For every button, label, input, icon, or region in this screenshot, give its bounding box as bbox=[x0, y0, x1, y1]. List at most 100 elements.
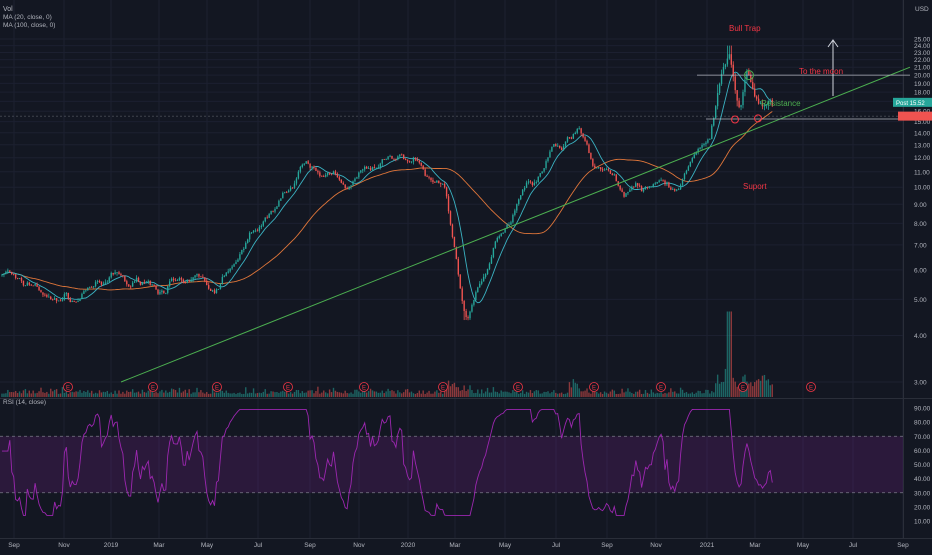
earnings-circle bbox=[283, 382, 293, 392]
candle-body bbox=[734, 76, 736, 91]
candle-body bbox=[256, 230, 259, 232]
volume-bar bbox=[235, 393, 237, 397]
candle-body bbox=[523, 187, 526, 190]
candle-body bbox=[233, 264, 235, 267]
ma20-legend[interactable]: MA (20, close, 0) bbox=[3, 14, 52, 21]
candle-body bbox=[633, 186, 635, 188]
candle-body bbox=[367, 168, 370, 169]
time-tick-label: Sep bbox=[8, 542, 20, 549]
volume-bar bbox=[693, 393, 695, 397]
volume-bar bbox=[588, 392, 590, 397]
volume-legend[interactable]: Vol bbox=[3, 6, 13, 13]
support-annotation[interactable]: Suport bbox=[743, 182, 767, 191]
volume-bar bbox=[217, 392, 220, 397]
candle-body bbox=[697, 148, 699, 153]
candle-body bbox=[122, 275, 124, 277]
earnings-marker: E bbox=[212, 382, 222, 392]
candle-body bbox=[461, 288, 463, 301]
volume-bar bbox=[609, 391, 612, 397]
candle-body bbox=[260, 225, 263, 228]
candle-body bbox=[738, 100, 740, 108]
volume-bar bbox=[282, 390, 284, 397]
volume-bar bbox=[120, 393, 122, 397]
candle-body bbox=[586, 140, 588, 145]
candle-body bbox=[137, 277, 140, 282]
earnings-circle bbox=[806, 382, 816, 392]
price-tick-label: 12.00 bbox=[914, 155, 931, 162]
to-the-moon-annotation[interactable]: To the moon bbox=[799, 67, 843, 76]
candle-body bbox=[426, 175, 428, 177]
earnings-circle bbox=[738, 382, 748, 392]
volume-bar bbox=[590, 393, 592, 397]
volume-bar bbox=[670, 388, 672, 397]
volume-bar bbox=[436, 390, 438, 397]
earnings-marker: E bbox=[283, 382, 293, 392]
candle-body bbox=[742, 92, 744, 106]
candle-body bbox=[408, 161, 411, 163]
resistance-annotation[interactable]: Resistance bbox=[761, 99, 801, 108]
volume-bar bbox=[124, 393, 126, 397]
volume-bar bbox=[490, 392, 493, 397]
ma100-legend[interactable]: MA (100, close, 0) bbox=[3, 22, 55, 29]
volume-bar bbox=[520, 392, 522, 397]
candle-body bbox=[677, 189, 680, 191]
volume-bar bbox=[237, 392, 239, 397]
candle-body bbox=[126, 281, 128, 285]
volume-bar bbox=[668, 392, 670, 397]
candle-body bbox=[276, 206, 278, 209]
candle-body bbox=[167, 286, 169, 293]
candle-body bbox=[422, 165, 424, 170]
volume-bar bbox=[420, 393, 422, 397]
volume-bar bbox=[91, 390, 93, 397]
drawings[interactable] bbox=[120, 39, 911, 383]
candle-body bbox=[681, 178, 684, 185]
bull-trap-annotation[interactable]: Bull Trap bbox=[729, 24, 761, 33]
rsi-tick-label: 70.00 bbox=[914, 434, 931, 441]
candle-body bbox=[143, 282, 146, 283]
candle-body bbox=[330, 173, 333, 175]
candle-body bbox=[650, 186, 653, 188]
volume-bar bbox=[350, 392, 352, 397]
volume-bar bbox=[740, 386, 742, 397]
volume-bar bbox=[755, 380, 758, 397]
volume-bar bbox=[227, 392, 229, 397]
volume-bar bbox=[605, 392, 608, 397]
volume-bar bbox=[55, 389, 58, 397]
candle-body bbox=[55, 298, 58, 301]
candle-body bbox=[469, 311, 471, 319]
volume-bar bbox=[754, 382, 756, 397]
candle-body bbox=[389, 155, 391, 157]
volume-bar bbox=[660, 392, 662, 397]
rsi-pane bbox=[0, 408, 903, 516]
price-tick-label: 6.00 bbox=[914, 267, 927, 274]
price-tick-label: 9.00 bbox=[914, 202, 927, 209]
candle-body bbox=[520, 195, 522, 200]
candle-body bbox=[755, 96, 758, 99]
candle-body bbox=[736, 90, 738, 101]
volume-bar bbox=[711, 391, 713, 397]
price-tick-label: 10.00 bbox=[914, 185, 931, 192]
candle-body bbox=[560, 147, 563, 151]
volume-bar bbox=[560, 392, 563, 397]
volume-bar bbox=[379, 392, 381, 397]
candle-body bbox=[243, 248, 245, 251]
volume-bar bbox=[496, 391, 498, 397]
volume-bar bbox=[184, 389, 186, 397]
candle-body bbox=[672, 189, 674, 190]
trendline bbox=[120, 66, 911, 383]
volume-bar bbox=[252, 388, 255, 397]
candle-body bbox=[559, 145, 561, 148]
rsi-legend[interactable]: RSI (14, close) bbox=[3, 399, 46, 406]
volume-bar bbox=[61, 387, 64, 397]
earnings-label: E bbox=[441, 386, 445, 392]
volume-bar bbox=[165, 390, 167, 397]
candle-body bbox=[601, 169, 604, 171]
candle-body bbox=[699, 147, 701, 149]
candle-body bbox=[635, 183, 637, 187]
candle-body bbox=[303, 163, 305, 165]
candle-body bbox=[447, 196, 450, 212]
candle-body bbox=[371, 167, 374, 170]
time-tick-label: Mar bbox=[153, 542, 165, 549]
